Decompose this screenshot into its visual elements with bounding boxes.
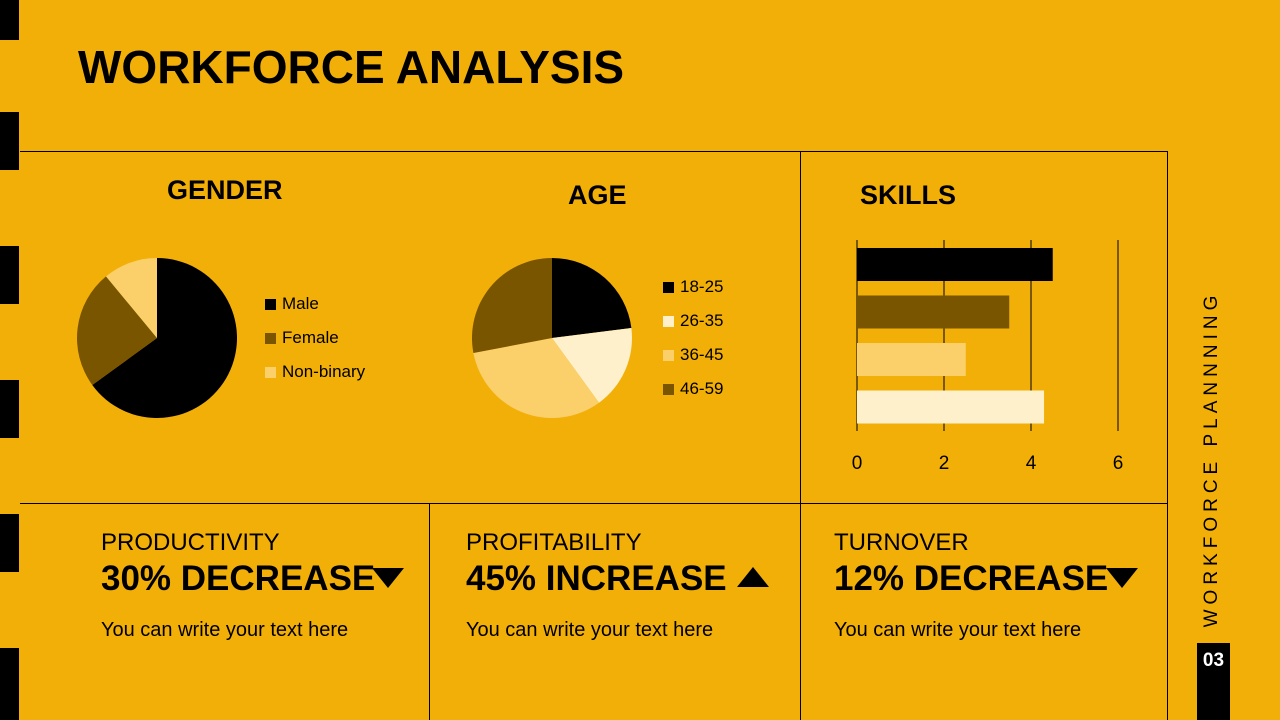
- divider-middle: [20, 503, 1167, 504]
- turnover-label: TURNOVER: [834, 529, 969, 556]
- gender-slice-non-binary: [106, 258, 157, 338]
- increase-arrow-icon: [737, 567, 769, 587]
- legend-item: Female: [265, 321, 365, 355]
- edge-stripe: [0, 0, 19, 40]
- legend-label: 36-45: [680, 345, 724, 364]
- skills-bar: [857, 390, 1045, 424]
- edge-stripe: [0, 112, 19, 170]
- divider-charts: [800, 151, 801, 720]
- legend-label: Non-binary: [282, 362, 366, 381]
- legend-swatch: [663, 349, 674, 361]
- age-legend: 18-25 26-35 36-45 46-59: [663, 270, 723, 406]
- turnover-value: 12% DECREASE: [834, 559, 1109, 598]
- gender-chart-title: GENDER: [167, 175, 283, 205]
- skills-chart-title: SKILLS: [860, 180, 957, 210]
- turnover-text: You can write your text here: [834, 619, 1082, 641]
- legend-swatch: [265, 298, 276, 310]
- productivity-label: PRODUCTIVITY: [101, 529, 280, 556]
- divider-metrics: [429, 503, 430, 720]
- legend-label: 46-59: [680, 379, 724, 398]
- edge-stripe: [0, 514, 19, 572]
- age-slice-46-59: [472, 258, 552, 353]
- gender-slice-female: [77, 276, 157, 386]
- skills-bar: [857, 248, 1053, 281]
- skills-bar-chart: 0 2 4 6: [852, 240, 1124, 474]
- profitability-label: PROFITABILITY: [466, 529, 642, 556]
- page-title: WORKFORCE ANALYSIS: [78, 41, 625, 93]
- productivity-text: You can write your text here: [101, 619, 349, 641]
- skills-bar: [857, 295, 1010, 329]
- edge-stripe: [0, 648, 19, 720]
- profitability-value: 45% INCREASE: [466, 559, 727, 598]
- skills-bar: [857, 343, 966, 376]
- age-slice-26-35: [552, 327, 632, 403]
- productivity-value: 30% DECREASE: [101, 559, 376, 598]
- legend-item: 26-35: [663, 304, 723, 338]
- x-tick-label: 4: [1026, 453, 1037, 474]
- edge-stripe: [0, 246, 19, 304]
- legend-label: Female: [282, 328, 339, 347]
- legend-item: 46-59: [663, 372, 723, 406]
- gender-legend: Male Female Non-binary: [265, 287, 365, 389]
- legend-swatch: [265, 332, 276, 344]
- legend-swatch: [265, 366, 276, 378]
- gender-pie-chart: [77, 258, 237, 418]
- legend-swatch: [663, 281, 674, 293]
- legend-item: 18-25: [663, 270, 723, 304]
- profitability-text: You can write your text here: [466, 619, 714, 641]
- age-slice-36-45: [473, 338, 600, 418]
- gender-slice-male: [92, 258, 237, 418]
- legend-label: Male: [282, 294, 319, 313]
- legend-swatch: [663, 383, 674, 395]
- decrease-arrow-icon: [1106, 568, 1138, 588]
- x-tick-label: 6: [1113, 453, 1124, 474]
- legend-label: 18-25: [680, 277, 724, 296]
- page-number: 03: [1197, 643, 1230, 720]
- side-section-label: WORKFORCE PLANNNING: [1201, 290, 1222, 628]
- legend-item: Non-binary: [265, 355, 365, 389]
- legend-item: 36-45: [663, 338, 723, 372]
- legend-swatch: [663, 315, 674, 327]
- divider-right: [1167, 151, 1168, 720]
- legend-label: 26-35: [680, 311, 724, 330]
- decrease-arrow-icon: [372, 568, 404, 588]
- edge-stripe: [0, 380, 19, 438]
- x-tick-label: 0: [852, 453, 863, 474]
- age-chart-title: AGE: [568, 180, 627, 210]
- age-pie-chart: [472, 258, 632, 418]
- age-slice-18-25: [552, 258, 632, 338]
- x-tick-label: 2: [939, 453, 950, 474]
- legend-item: Male: [265, 287, 365, 321]
- divider-top: [20, 151, 1167, 152]
